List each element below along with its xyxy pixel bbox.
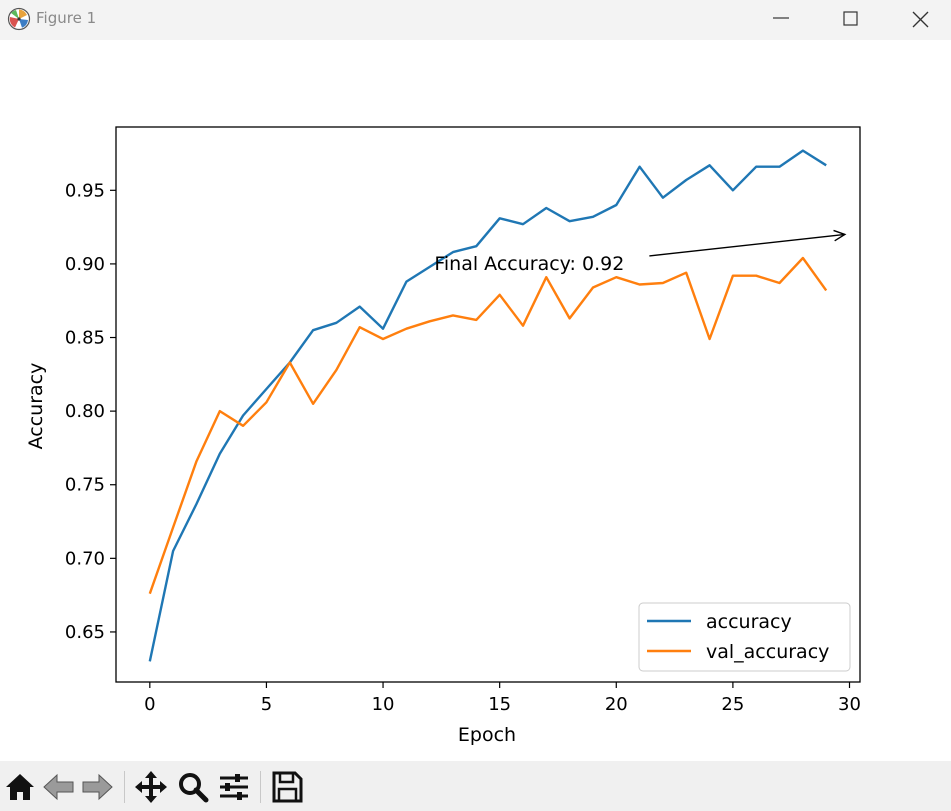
maximize-icon bbox=[843, 11, 858, 26]
pan-icon bbox=[135, 771, 167, 803]
annotation-arrow-shaft bbox=[649, 233, 845, 257]
matplotlib-logo-icon bbox=[7, 7, 31, 31]
title-bar: Figure 1 bbox=[0, 0, 951, 40]
x-tick-label: 10 bbox=[372, 694, 395, 715]
x-tick-label: 30 bbox=[838, 694, 861, 715]
pan-button[interactable] bbox=[133, 769, 169, 805]
zoom-button[interactable] bbox=[175, 769, 211, 805]
y-tick-label: 0.70 bbox=[65, 548, 105, 569]
minimize-icon bbox=[773, 17, 789, 19]
annotation-arrow-head bbox=[833, 229, 847, 242]
legend-label-val-accuracy: val_accuracy bbox=[706, 641, 829, 663]
legend-box bbox=[638, 602, 851, 672]
x-tick-label: 0 bbox=[144, 694, 155, 715]
configure-subplots-icon bbox=[220, 774, 248, 800]
save-icon bbox=[272, 771, 303, 803]
annotation-arrow bbox=[649, 229, 847, 257]
home-button[interactable] bbox=[2, 769, 38, 805]
back-icon bbox=[43, 773, 74, 801]
save-button[interactable] bbox=[269, 769, 305, 805]
y-tick-label: 0.95 bbox=[65, 180, 105, 201]
toolbar-separator bbox=[124, 771, 125, 803]
y-tick-label: 0.75 bbox=[65, 475, 105, 496]
series-line-accuracy bbox=[148, 149, 827, 662]
series-line-val-accuracy bbox=[148, 256, 828, 595]
close-icon bbox=[912, 11, 929, 28]
x-tick-label: 15 bbox=[488, 694, 511, 715]
forward-icon bbox=[82, 773, 113, 801]
figure-canvas[interactable]: 0 5 10 15 20 25 30 0.65 0.70 0.75 0.80 0.85 0.90 0.95… bbox=[0, 40, 951, 761]
y-tick-label: 0.85 bbox=[65, 328, 105, 349]
forward-button[interactable] bbox=[79, 769, 115, 805]
x-tick-label: 20 bbox=[605, 694, 628, 715]
minimize-button[interactable] bbox=[758, 0, 804, 40]
x-axis-label: Epoch bbox=[458, 724, 516, 746]
close-button[interactable] bbox=[898, 0, 944, 40]
back-button[interactable] bbox=[41, 769, 77, 805]
home-icon bbox=[6, 774, 34, 800]
axes-frame bbox=[115, 126, 861, 683]
x-tick-label: 5 bbox=[261, 694, 272, 715]
zoom-icon bbox=[179, 773, 209, 803]
y-axis-label: Accuracy bbox=[25, 363, 47, 450]
y-tick-label: 0.80 bbox=[65, 401, 105, 422]
toolbar-separator bbox=[260, 771, 261, 803]
legend-label-accuracy: accuracy bbox=[706, 611, 792, 633]
y-tick-label: 0.90 bbox=[65, 254, 105, 275]
legend: accuracy val_accuracy bbox=[638, 602, 851, 672]
navigation-toolbar bbox=[0, 761, 951, 811]
maximize-button[interactable] bbox=[828, 0, 874, 40]
window-title: Figure 1 bbox=[36, 9, 97, 27]
line-chart: 0 5 10 15 20 25 30 0.65 0.70 0.75 0.80 0.85 0.90 0.95… bbox=[25, 126, 861, 746]
y-tick-label: 0.65 bbox=[65, 622, 105, 643]
final-accuracy-annotation: Final Accuracy: 0.92 bbox=[434, 253, 624, 275]
configure-subplots-button[interactable] bbox=[216, 769, 252, 805]
x-tick-label: 25 bbox=[721, 694, 744, 715]
